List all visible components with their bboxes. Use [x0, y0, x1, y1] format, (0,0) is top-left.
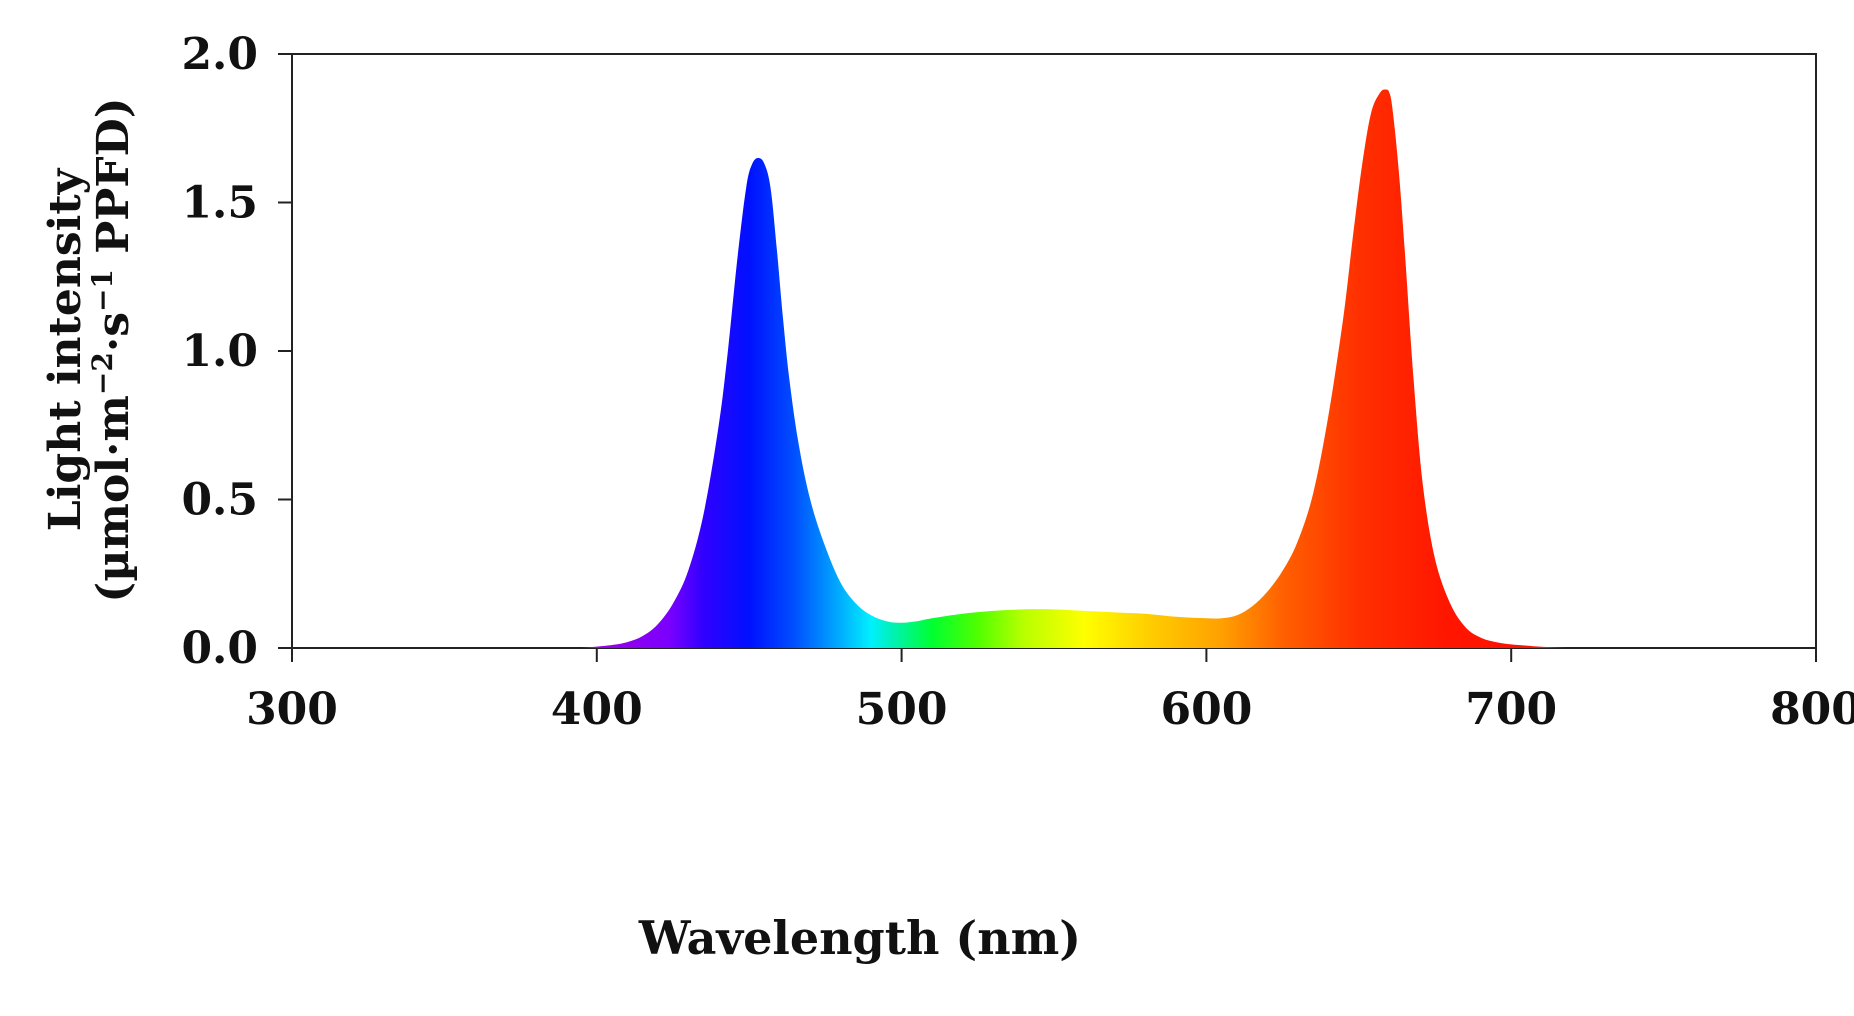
- x-axis-title: Wavelength (nm): [638, 911, 1081, 965]
- y-axis-ticks: 0.0 0.5 1.0 1.5 2.0: [181, 29, 292, 674]
- y-axis-unit-suffix: PPFD): [88, 97, 139, 269]
- x-tick-label: 700: [1465, 684, 1557, 735]
- y-tick-label: 1.0: [181, 326, 258, 377]
- x-tick-label: 600: [1160, 684, 1252, 735]
- x-axis-ticks: 300 400 500 600 700 800: [246, 648, 1854, 735]
- spectrum-area: [581, 89, 1567, 648]
- x-tick-label: 800: [1770, 684, 1854, 735]
- y-axis-title-line2: (µmol·m−2·s−1 PPFD): [86, 97, 140, 602]
- y-axis-unit-mid: ·s: [88, 312, 139, 352]
- y-tick-label: 0.5: [181, 475, 258, 526]
- y-axis-title-line1: Light intensity: [40, 167, 91, 531]
- y-tick-label: 2.0: [181, 29, 258, 80]
- y-axis-unit-exp1: −2: [86, 352, 119, 395]
- plot-area-frame: [291, 53, 1817, 649]
- x-tick-label: 400: [551, 684, 643, 735]
- y-axis-unit-exp2: −1: [86, 269, 119, 312]
- y-axis-title: Light intensity (µmol·m−2·s−1 PPFD): [40, 97, 139, 602]
- y-axis-unit-prefix: (µmol·m: [88, 395, 139, 603]
- y-tick-label: 0.0: [181, 623, 258, 674]
- x-tick-label: 300: [246, 684, 338, 735]
- x-tick-label: 500: [856, 684, 948, 735]
- y-tick-label: 1.5: [181, 178, 258, 229]
